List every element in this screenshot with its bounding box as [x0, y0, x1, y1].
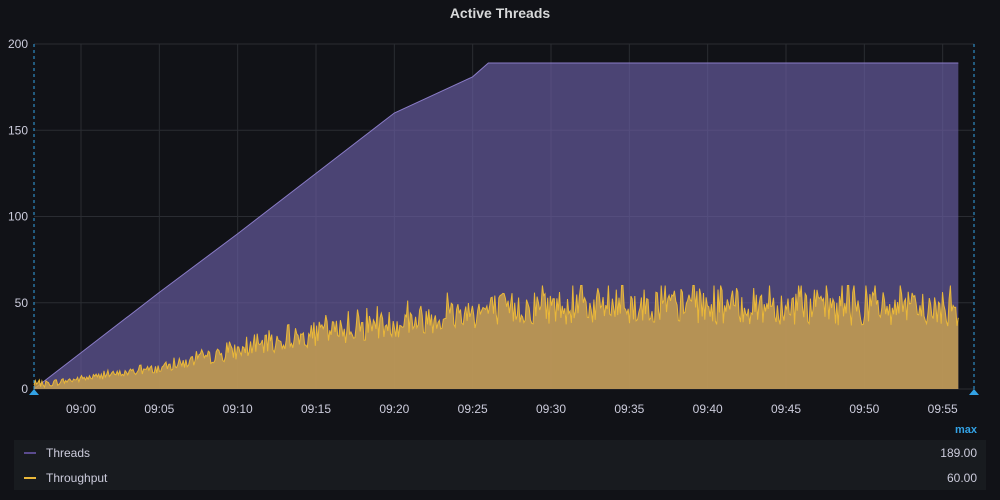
x-tick-label: 09:00	[66, 402, 96, 416]
y-tick-label: 200	[8, 37, 28, 51]
y-tick-label: 150	[8, 123, 28, 137]
series-threads-line	[33, 62, 959, 390]
x-tick-label: 09:25	[458, 402, 488, 416]
x-tick-label: 09:55	[928, 402, 958, 416]
x-tick-label: 09:20	[379, 402, 409, 416]
legend-swatch-threads	[24, 451, 36, 454]
series-layer	[33, 62, 959, 390]
series-throughput-line	[33, 285, 959, 389]
y-tick-label: 50	[15, 296, 29, 310]
legend-max-header[interactable]: max	[954, 424, 977, 436]
chart-area[interactable]: 0 50 100 150 200 09:00 09:05 09:10 09:15 09:20 09:…	[0, 0, 1000, 420]
legend-label: Throughput	[46, 470, 108, 485]
x-tick-label: 09:40	[693, 402, 723, 416]
y-tick-label: 0	[21, 382, 28, 396]
legend-item-threads[interactable]: Threads 189.00	[14, 440, 986, 465]
range-start-handle-icon	[29, 389, 39, 395]
chart-axes: 0 50 100 150 200 09:00 09:05 09:10 09:15 09:20 09:…	[8, 37, 979, 416]
x-tick-label: 09:10	[223, 402, 253, 416]
legend-item-throughput[interactable]: Throughput 60.00	[14, 465, 986, 490]
x-tick-label: 09:05	[144, 402, 174, 416]
x-tick-label: 09:35	[614, 402, 644, 416]
x-tick-label: 09:45	[771, 402, 801, 416]
legend: max Threads 189.00 Throughput 60.00	[14, 424, 986, 490]
panel-title: Active Threads	[449, 5, 551, 21]
x-tick-label: 09:15	[301, 402, 331, 416]
legend-max-value: 60.00	[946, 470, 977, 485]
series-throughput-area	[34, 285, 959, 389]
x-tick-label: 09:50	[849, 402, 879, 416]
x-tick-label: 09:30	[536, 402, 566, 416]
legend-max-value: 189.00	[940, 445, 977, 460]
y-tick-label: 100	[8, 210, 28, 224]
legend-swatch-throughput	[24, 476, 36, 479]
range-end-handle-icon	[969, 389, 979, 395]
legend-label: Threads	[46, 445, 91, 460]
